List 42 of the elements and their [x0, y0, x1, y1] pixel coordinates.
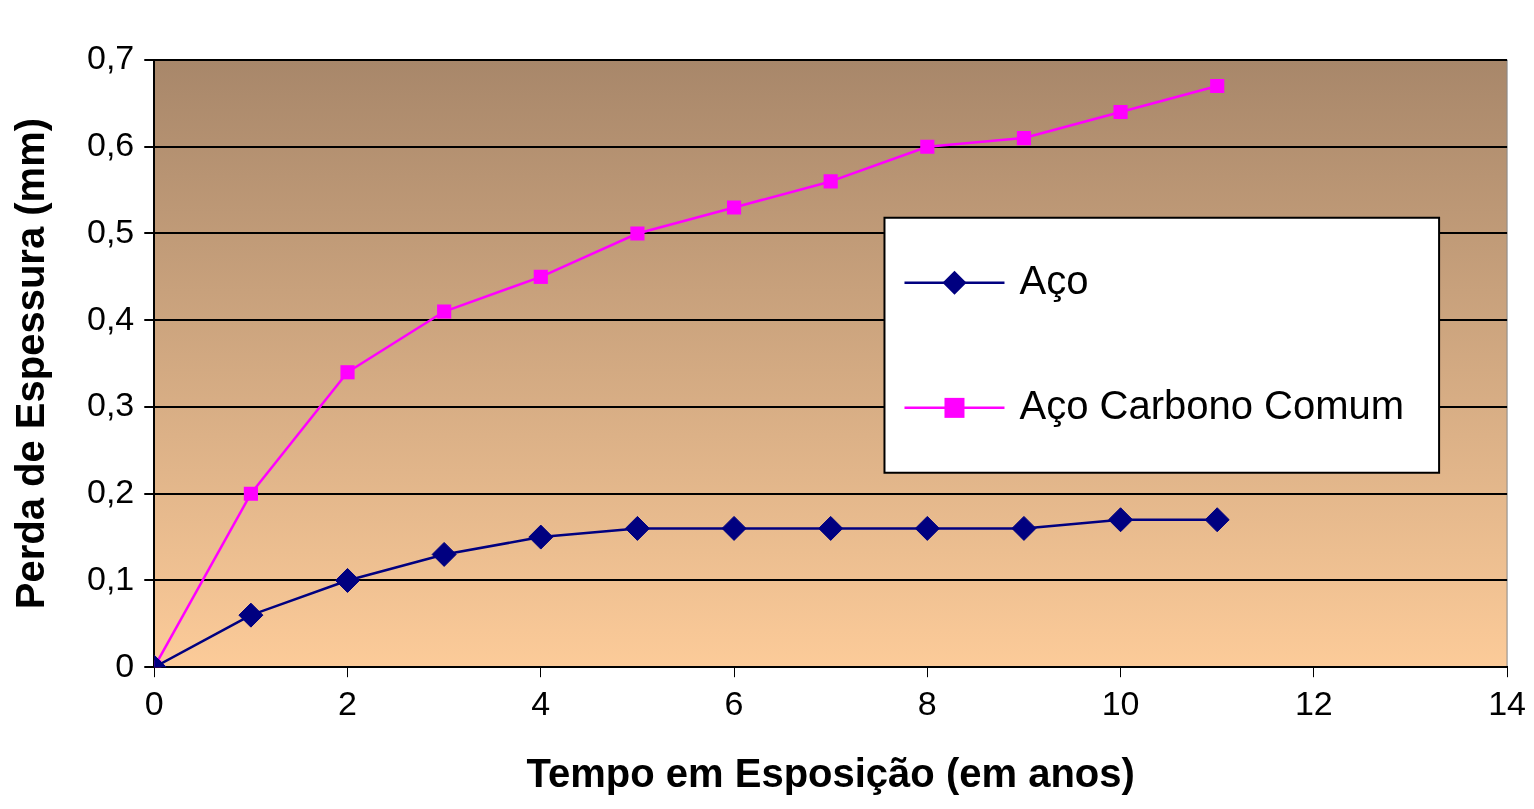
- y-tick-label: 0,3: [87, 385, 135, 424]
- point: [1108, 507, 1134, 533]
- y-axis-title: Perda de Espessura (mm): [8, 117, 53, 610]
- point: [721, 515, 747, 541]
- point: [630, 226, 645, 241]
- point: [818, 515, 844, 541]
- point: [1204, 507, 1230, 533]
- x-tick-label: 14: [1488, 683, 1526, 722]
- point: [238, 602, 264, 628]
- point: [437, 304, 452, 319]
- x-tick-label: 4: [531, 683, 551, 722]
- point: [914, 515, 940, 541]
- x-tick-label: 2: [338, 683, 357, 722]
- x-tick-label: 0: [144, 683, 164, 722]
- x-axis-title: Tempo em Esposição (em anos): [526, 751, 1135, 796]
- point: [528, 524, 554, 550]
- point: [823, 174, 838, 189]
- legend-label: Aço: [1019, 257, 1089, 302]
- x-tick-label: 6: [724, 683, 744, 722]
- point: [726, 200, 742, 215]
- point: [1011, 515, 1037, 541]
- point: [243, 486, 258, 501]
- point: [335, 567, 361, 593]
- point: [624, 515, 650, 541]
- point: [340, 365, 355, 380]
- point: [533, 269, 548, 284]
- y-tick-label: 0,4: [87, 298, 135, 337]
- y-tick-label: 0,5: [87, 211, 135, 250]
- y-tick-label: 0,7: [87, 38, 135, 77]
- x-tick-label: 12: [1294, 683, 1333, 722]
- point: [431, 541, 457, 567]
- point: [1016, 131, 1032, 146]
- x-tick-label: 10: [1101, 683, 1140, 722]
- y-tick-label: 0,1: [87, 558, 135, 597]
- point: [920, 139, 935, 154]
- point: [1210, 78, 1225, 94]
- y-tick-label: 0,6: [87, 125, 135, 164]
- y-tick-label: 0: [115, 645, 135, 684]
- x-tick-label: 8: [917, 683, 937, 722]
- point: [1113, 104, 1128, 120]
- legend-label: Aço Carbono Comum: [1019, 382, 1405, 427]
- y-tick-label: 0,2: [87, 472, 135, 511]
